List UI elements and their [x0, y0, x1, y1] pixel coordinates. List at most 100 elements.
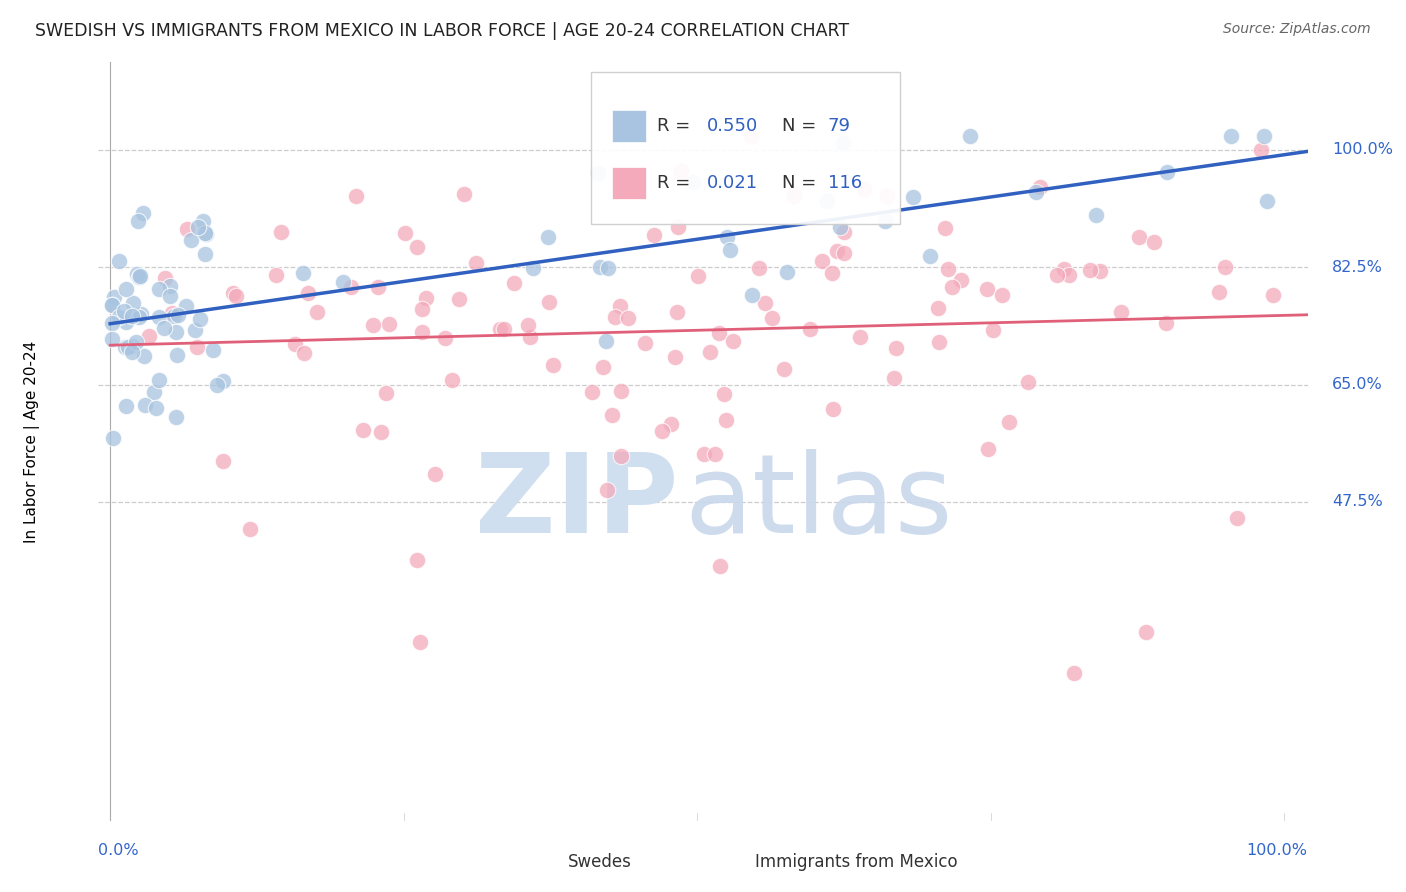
- Point: [886, 341, 908, 355]
- Point: [101, 298, 124, 312]
- Point: [405, 553, 427, 567]
- Point: [782, 188, 804, 202]
- Point: [411, 301, 433, 316]
- Text: R =: R =: [657, 174, 690, 192]
- Point: [830, 220, 852, 235]
- Point: [707, 326, 730, 340]
- Point: [1053, 262, 1076, 277]
- Point: [121, 339, 143, 353]
- Point: [949, 273, 972, 287]
- Point: [103, 431, 125, 445]
- Point: [188, 311, 211, 326]
- Point: [600, 408, 623, 422]
- Point: [166, 348, 188, 362]
- Point: [1135, 624, 1157, 639]
- Point: [927, 301, 949, 316]
- Point: [129, 307, 152, 321]
- Point: [411, 325, 433, 339]
- Point: [1046, 268, 1069, 283]
- Text: SWEDISH VS IMMIGRANTS FROM MEXICO IN LABOR FORCE | AGE 20-24 CORRELATION CHART: SWEDISH VS IMMIGRANTS FROM MEXICO IN LAB…: [35, 22, 849, 40]
- Point: [134, 350, 156, 364]
- Point: [875, 214, 897, 228]
- Point: [519, 330, 541, 344]
- Point: [741, 288, 763, 302]
- Text: In Labor Force | Age 20-24: In Labor Force | Age 20-24: [24, 341, 39, 542]
- Point: [541, 358, 564, 372]
- Point: [592, 360, 614, 375]
- Point: [406, 239, 429, 253]
- Point: [651, 425, 673, 439]
- Point: [153, 321, 176, 335]
- Point: [159, 289, 181, 303]
- Point: [772, 362, 794, 376]
- Point: [761, 310, 783, 325]
- Point: [449, 293, 471, 307]
- Text: Immigrants from Mexico: Immigrants from Mexico: [755, 854, 957, 871]
- Point: [367, 279, 389, 293]
- Point: [489, 322, 512, 336]
- Point: [832, 225, 855, 239]
- Point: [825, 244, 848, 258]
- Point: [194, 247, 217, 261]
- Point: [212, 454, 235, 468]
- Point: [264, 268, 287, 282]
- Point: [918, 249, 941, 263]
- Point: [340, 280, 363, 294]
- Text: Swedes: Swedes: [568, 854, 631, 871]
- Point: [686, 268, 709, 283]
- Point: [128, 310, 150, 325]
- Point: [596, 483, 619, 497]
- Point: [1213, 260, 1236, 274]
- Point: [1063, 666, 1085, 681]
- Point: [344, 189, 367, 203]
- Point: [716, 229, 738, 244]
- Point: [1253, 129, 1275, 144]
- Point: [415, 291, 437, 305]
- Point: [186, 340, 208, 354]
- Point: [107, 310, 129, 324]
- Point: [1088, 264, 1111, 278]
- Point: [101, 297, 124, 311]
- Text: N =: N =: [782, 174, 815, 192]
- Point: [941, 280, 963, 294]
- Point: [876, 188, 898, 202]
- Point: [1250, 143, 1272, 157]
- Point: [121, 296, 143, 310]
- Text: 82.5%: 82.5%: [1331, 260, 1382, 275]
- Point: [1256, 194, 1278, 208]
- Point: [634, 335, 657, 350]
- Point: [664, 350, 686, 364]
- Text: atlas: atlas: [685, 449, 953, 556]
- FancyBboxPatch shape: [591, 71, 900, 224]
- Point: [115, 316, 138, 330]
- Point: [165, 325, 187, 339]
- Point: [959, 129, 981, 144]
- Point: [492, 321, 515, 335]
- Point: [903, 190, 925, 204]
- Point: [815, 194, 838, 208]
- Point: [740, 129, 762, 144]
- Point: [201, 343, 224, 357]
- Point: [1017, 375, 1039, 389]
- Point: [516, 318, 538, 333]
- Point: [1025, 185, 1047, 199]
- Point: [145, 401, 167, 416]
- Point: [187, 219, 209, 234]
- Point: [1109, 305, 1132, 319]
- Point: [148, 282, 170, 296]
- Text: 47.5%: 47.5%: [1331, 494, 1382, 509]
- Point: [114, 340, 136, 354]
- Point: [1226, 510, 1249, 524]
- Point: [194, 226, 217, 240]
- Point: [159, 279, 181, 293]
- Bar: [613, 167, 647, 199]
- Point: [1156, 165, 1178, 179]
- Point: [180, 233, 202, 247]
- Point: [434, 331, 457, 345]
- Point: [176, 222, 198, 236]
- Point: [983, 322, 1005, 336]
- Point: [976, 282, 998, 296]
- Point: [183, 322, 205, 336]
- Point: [129, 268, 152, 283]
- Point: [682, 174, 704, 188]
